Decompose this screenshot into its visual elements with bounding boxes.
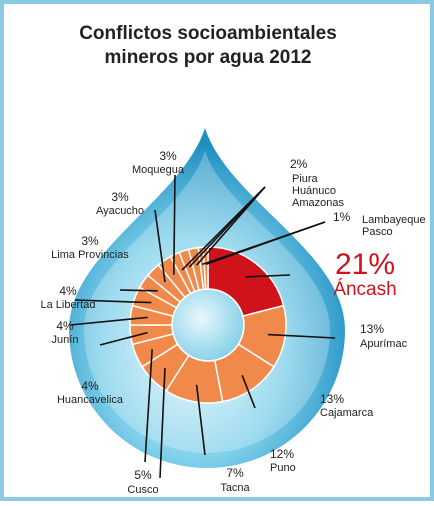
category-label: Cusco (127, 484, 158, 496)
category-label: Ayacucho (96, 205, 144, 217)
leader-line (119, 289, 158, 292)
leader-line (205, 221, 326, 265)
value-label: 4% (59, 284, 77, 298)
value-label: 3% (81, 234, 99, 248)
leader-line (99, 331, 148, 346)
leader-line (195, 384, 206, 456)
category-label: Lambayeque (362, 214, 426, 226)
category-label: Huancavelica (57, 394, 124, 406)
leader-line (159, 367, 166, 479)
value-label: 4% (81, 379, 99, 393)
category-label: Puno (270, 462, 296, 474)
value-label: 21% (335, 248, 395, 281)
chart-title: Conflictos socioambientales (79, 23, 337, 44)
category-label: Moquegua (132, 164, 185, 176)
category-label: Junín (52, 334, 79, 346)
value-label: 3% (111, 190, 129, 204)
value-label: 4% (56, 319, 74, 333)
leader-line (144, 349, 153, 463)
leader-line (245, 274, 291, 278)
category-label: Lima Provincias (51, 249, 129, 261)
value-label: 3% (159, 149, 177, 163)
leader-line (268, 333, 336, 339)
value-label: 13% (360, 322, 384, 336)
category-label: Amazonas (292, 197, 344, 209)
donut-hole (173, 290, 243, 360)
category-label: Piura (292, 173, 319, 185)
leader-line (69, 316, 148, 326)
category-label: Áncash (333, 279, 396, 300)
category-label: Tacna (220, 482, 250, 494)
value-label: 1% (333, 210, 351, 224)
value-label: 5% (134, 468, 152, 482)
leader-line (195, 186, 266, 266)
value-label: 13% (320, 392, 344, 406)
category-label: Pasco (362, 226, 393, 238)
chart-title: mineros por agua 2012 (105, 47, 312, 68)
value-label: 12% (270, 447, 294, 461)
category-label: La Libertad (40, 299, 95, 311)
category-label: Huánuco (292, 185, 336, 197)
category-label: Cajamarca (320, 407, 374, 419)
leader-line (241, 375, 256, 409)
leader-line (154, 209, 166, 283)
leader-line (173, 174, 176, 275)
value-label: 7% (226, 466, 244, 480)
leader-line (74, 299, 152, 304)
category-label: Apurímac (360, 338, 408, 350)
value-label: 2% (290, 157, 308, 171)
